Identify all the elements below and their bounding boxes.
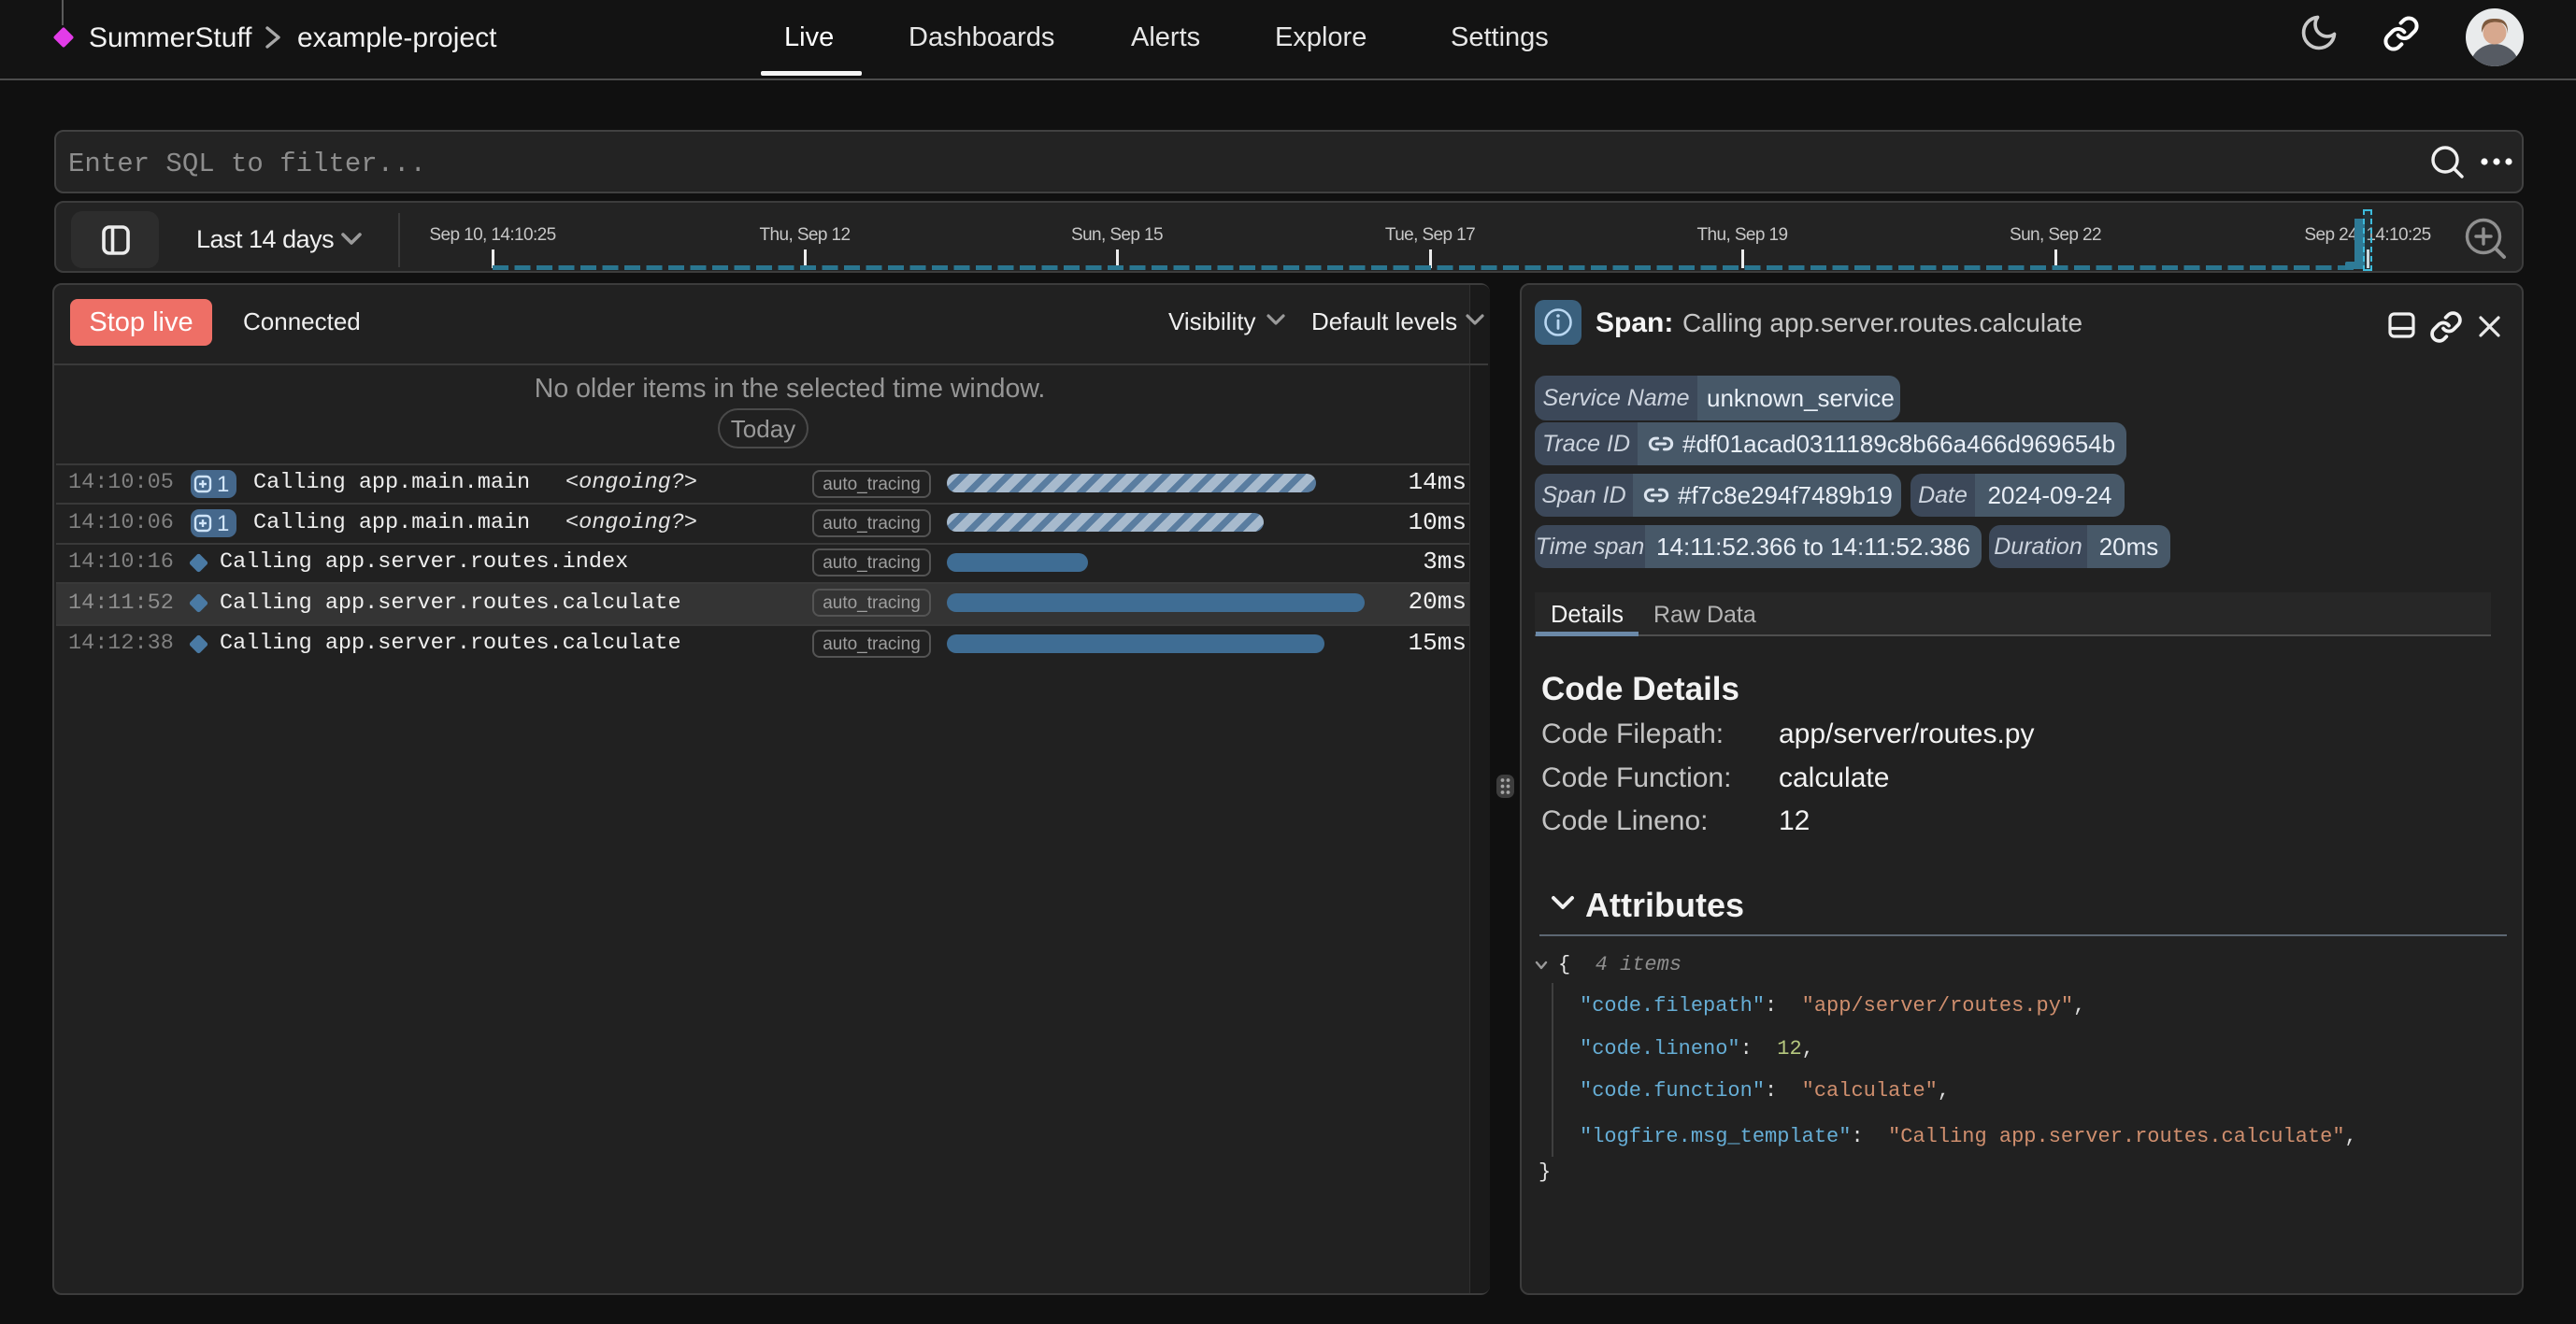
svg-text:1: 1 [217, 472, 229, 497]
svg-text:1: 1 [217, 511, 229, 536]
